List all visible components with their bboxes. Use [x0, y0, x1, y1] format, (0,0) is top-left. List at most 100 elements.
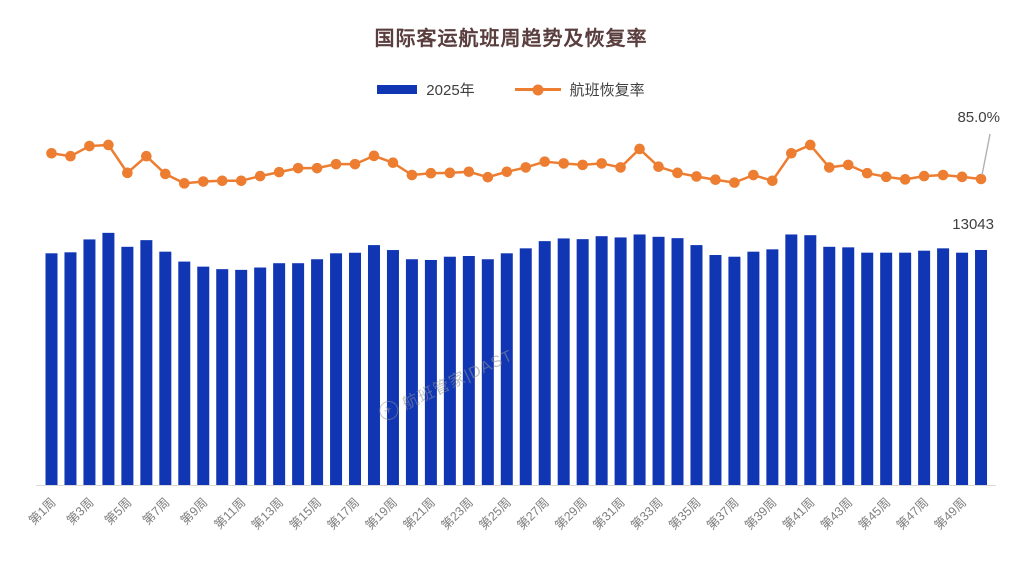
x-tick-label: 第39周	[742, 495, 779, 532]
x-tick-label: 第33周	[628, 495, 665, 532]
line-point-week-29	[577, 159, 588, 171]
bar-week-17	[349, 252, 362, 485]
line-point-week-47	[918, 170, 930, 182]
bar-week-11	[235, 269, 248, 485]
line-point-week-25	[501, 166, 513, 178]
line-point-week-50	[975, 173, 987, 185]
line-point-week-9	[197, 176, 209, 187]
x-tick-label: 第45周	[856, 495, 893, 532]
line-point-week-10	[216, 175, 228, 187]
legend-item-recovery-rate: 航班恢复率	[514, 79, 645, 100]
bar-week-7	[159, 251, 172, 485]
legend: 2025年 航班恢复率	[0, 79, 1022, 100]
line-point-week-34	[672, 167, 683, 179]
line-point-week-49	[956, 171, 968, 183]
bar-week-41	[804, 235, 817, 485]
x-tick-label: 第35周	[666, 495, 703, 532]
line-point-week-48	[937, 169, 949, 181]
x-tick-label: 第3周	[64, 495, 96, 527]
x-tick-label: 第47周	[894, 495, 931, 532]
line-point-week-21	[425, 167, 437, 179]
x-tick-label: 第31周	[590, 495, 627, 532]
x-tick-label: 第15周	[287, 495, 324, 532]
bar-week-8	[178, 261, 191, 485]
line-point-week-3	[84, 140, 95, 152]
bar-week-32	[633, 234, 646, 485]
bar-week-4	[102, 232, 115, 485]
line-point-week-37	[729, 177, 740, 188]
bar-week-33	[652, 236, 665, 485]
bar-week-28	[557, 238, 570, 485]
line-point-week-43	[842, 159, 854, 171]
line-point-week-24	[482, 171, 494, 183]
line-point-week-16	[330, 158, 342, 170]
line-point-week-14	[292, 162, 304, 174]
line-point-week-20	[406, 169, 418, 181]
bar-week-30	[595, 236, 608, 485]
legend-bar-swatch	[377, 85, 418, 94]
x-tick-label: 第11周	[212, 495, 249, 532]
line-point-week-23	[463, 166, 475, 178]
bar-week-22	[443, 256, 456, 485]
line-point-week-22	[444, 167, 456, 179]
bar-week-37	[728, 256, 741, 485]
bar-week-34	[671, 238, 684, 485]
line-point-week-46	[899, 174, 911, 185]
x-tick-label: 第43周	[818, 495, 855, 532]
x-tick-label: 第29周	[552, 495, 589, 532]
legend-line-dot-icon	[532, 84, 544, 95]
last-bar-value-annotation: 13043	[952, 216, 994, 233]
bar-week-1	[45, 253, 58, 485]
x-tick-label: 第49周	[932, 495, 969, 532]
x-tick-label: 第19周	[363, 495, 400, 532]
line-point-week-7	[160, 168, 171, 180]
bar-week-2	[64, 252, 77, 485]
bar-week-42	[823, 246, 836, 485]
line-point-week-1	[46, 147, 57, 159]
line-point-week-6	[141, 150, 152, 162]
bar-week-48	[937, 248, 950, 485]
x-tick-label: 第41周	[780, 495, 817, 532]
line-point-week-19	[387, 157, 399, 169]
line-point-week-11	[235, 175, 247, 187]
line-point-week-8	[178, 178, 190, 189]
bar-week-18	[367, 245, 380, 485]
x-tick-label: 第37周	[704, 495, 741, 532]
bar-week-45	[880, 252, 893, 485]
x-tick-label: 第27周	[514, 495, 551, 532]
x-tick-label: 第13周	[249, 495, 286, 532]
line-point-week-40	[786, 147, 797, 159]
bar-week-5	[121, 246, 134, 485]
bar-week-26	[519, 248, 532, 485]
bar-week-3	[83, 239, 96, 485]
x-tick-label: 第1周	[26, 495, 58, 527]
line-point-week-15	[311, 162, 323, 174]
bar-week-44	[861, 252, 874, 485]
bar-week-21	[424, 259, 437, 485]
bar-week-6	[140, 240, 153, 485]
line-point-week-33	[653, 161, 664, 172]
line-point-week-28	[558, 158, 569, 169]
line-point-week-30	[596, 158, 607, 169]
bar-week-38	[747, 251, 760, 485]
bar-week-19	[386, 250, 399, 485]
bar-week-50	[975, 250, 988, 485]
bar-week-14	[292, 263, 305, 485]
line-point-week-31	[615, 162, 626, 173]
bar-week-43	[842, 247, 855, 485]
line-point-week-27	[539, 156, 551, 167]
line-point-week-38	[748, 169, 759, 181]
line-point-week-26	[520, 162, 532, 173]
bar-week-20	[405, 259, 418, 485]
legend-label-2025: 2025年	[426, 82, 475, 99]
line-point-week-44	[861, 167, 873, 179]
x-tick-label: 第25周	[476, 495, 513, 532]
bar-week-16	[330, 253, 343, 485]
last-rate-annotation: 85.0%	[957, 109, 1000, 126]
bar-week-31	[614, 237, 627, 485]
line-point-week-35	[691, 171, 702, 182]
x-tick-label: 第21周	[401, 495, 438, 532]
line-point-week-39	[767, 175, 778, 187]
